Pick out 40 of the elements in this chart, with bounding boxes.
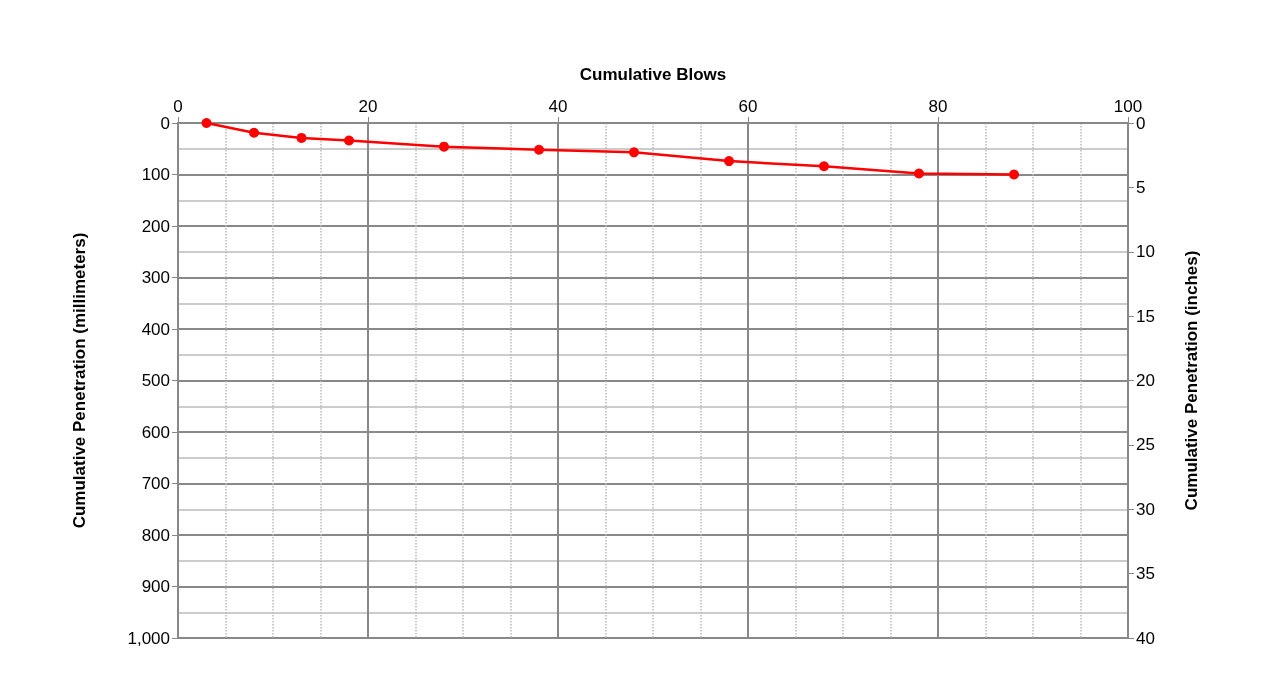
y-tick-label: 200: [141, 216, 170, 236]
y-tick-label: 400: [141, 319, 170, 339]
x-tick-label: 80: [928, 97, 948, 116]
point: [296, 132, 307, 143]
point: [724, 156, 734, 167]
y-tick-label: 900: [141, 577, 170, 596]
point: [534, 144, 544, 155]
y-tick-label: 700: [141, 474, 170, 493]
y-tick-label: 500: [141, 371, 170, 390]
y-axis-title: Cumulative Penetration (millimeters): [70, 232, 89, 529]
y-tick-label: 0: [160, 113, 170, 133]
x-tick-label: 60: [738, 97, 758, 116]
point: [629, 147, 639, 158]
y2-tick-label: 25: [1136, 435, 1155, 455]
point: [344, 135, 354, 146]
y2-tick-label: 30: [1136, 499, 1155, 519]
y2-tick-label: 15: [1136, 306, 1155, 326]
y2-tick-label: 0: [1136, 113, 1146, 133]
y2-axis-title: Cumulative Penetration (inches): [1182, 250, 1201, 511]
point: [1009, 169, 1019, 180]
y2-tick-label: 10: [1136, 242, 1155, 262]
point: [819, 161, 829, 172]
y2-tick-label: 20: [1136, 371, 1155, 390]
y-tick-label: 1,000: [127, 628, 170, 648]
y-tick-label: 600: [141, 422, 170, 442]
x-axis-title: Cumulative Blows: [579, 65, 727, 84]
point: [914, 168, 924, 179]
x-tick-label: 100: [1113, 97, 1143, 116]
point: [249, 127, 259, 138]
x-tick-label: 20: [358, 97, 378, 116]
y-tick-label: 800: [141, 525, 170, 545]
y2-tick-label: 35: [1136, 564, 1155, 584]
x-tick-label: 0: [173, 97, 183, 116]
point: [201, 118, 212, 128]
y2-tick-label: 40: [1136, 628, 1155, 648]
y-tick-label: 100: [141, 165, 170, 184]
x-tick-label: 40: [548, 97, 568, 116]
y-tick-label: 300: [141, 268, 170, 287]
y2-tick-label: 5: [1136, 177, 1146, 197]
point: [439, 141, 449, 152]
